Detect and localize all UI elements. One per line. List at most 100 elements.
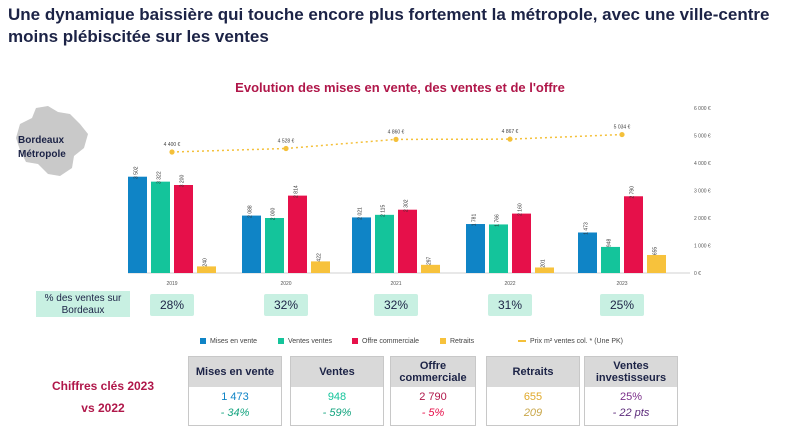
price-point-2021	[393, 136, 399, 142]
bordeaux-map-icon	[16, 106, 88, 176]
bar-label-mises-2023: 1 473	[584, 222, 590, 235]
bar-label-mises-2021: 2 021	[358, 207, 364, 220]
kf-change-retraits: 209	[523, 407, 543, 419]
y-tick-label: 5 000 €	[694, 134, 711, 140]
bar-retraits-2022	[535, 267, 554, 273]
price-point-2020	[283, 145, 289, 152]
price-label-2020: 4 528 €	[278, 138, 295, 144]
legend-item-ventes: Ventes ventes	[278, 338, 332, 345]
kf-value-investisseurs: 25%	[619, 391, 643, 403]
bar-label-offre-2023: 2 790	[630, 186, 636, 199]
kf-card-ventes: Ventes 948 - 59%	[290, 356, 384, 426]
x-tick-label: 2021	[390, 281, 401, 287]
kf-change-offre: - 5%	[421, 407, 445, 419]
bar-label-mises-2022: 1 781	[472, 214, 478, 227]
x-tick-label: 2019	[166, 281, 177, 287]
bar-label-offre-2020: 2 814	[294, 185, 300, 198]
bar-retraits-2023	[647, 254, 666, 273]
chart-canvas: 0 € 1 000 € 2 000 € 3 000 € 4 000 € 5 000 € 6 …	[128, 106, 711, 287]
legend-item-mises: Mises en vente	[200, 338, 257, 345]
map-label: Bordeaux Métropole	[18, 134, 66, 162]
price-point-2023	[619, 131, 625, 138]
legend-item-offre: Offre commerciale	[352, 338, 419, 345]
bar-label-retraits-2023: 655	[653, 247, 659, 256]
legend-label-ventes: Ventes ventes	[288, 338, 332, 345]
bar-offre-2019	[174, 185, 193, 273]
x-tick-label: 2022	[504, 281, 515, 287]
bar-label-offre-2019: 3 200	[180, 175, 186, 188]
bar-mises-2019	[128, 176, 147, 273]
bar-label-mises-2020: 2 088	[248, 205, 254, 218]
price-label-2021: 4 860 €	[388, 129, 405, 135]
kf-card-mises: Mises en vente 1 473 - 34%	[188, 356, 282, 426]
y-tick-label: 6 000 €	[694, 106, 711, 112]
kf-head-investisseurs: Ventes investisseurs	[585, 357, 677, 387]
kf-value-mises: 1 473	[221, 391, 249, 403]
legend-label-retraits: Retraits	[450, 338, 475, 345]
y-tick-label: 4 000 €	[694, 161, 711, 167]
page-title: Une dynamique baissière qui touche encor…	[8, 5, 770, 46]
kf-head-mises: Mises en vente	[189, 357, 281, 387]
bar-label-offre-2022: 2 160	[518, 203, 524, 216]
pct-box-2019: 28%	[150, 294, 194, 316]
y-tick-label: 1 000 €	[694, 244, 711, 250]
bar-label-retraits-2022: 201	[541, 259, 547, 268]
pct-row-label: % des ventes sur Bordeaux	[36, 291, 130, 317]
kf-value-offre: 2 790	[419, 391, 447, 403]
bar-label-ventes-2020: 2 000	[271, 208, 277, 221]
price-line-segment	[285, 138, 397, 150]
legend-item-retraits: Retraits	[440, 338, 474, 345]
x-tick-label: 2023	[616, 281, 627, 287]
price-line-segment	[509, 133, 623, 140]
map-label-line1: Bordeaux	[18, 135, 65, 146]
legend-swatch-prix	[518, 340, 526, 343]
legend-swatch-offre	[352, 338, 358, 345]
bar-retraits-2019	[197, 266, 216, 273]
y-tick-label: 3 000 €	[694, 189, 711, 195]
bar-retraits-2020	[311, 261, 330, 273]
bar-label-ventes-2019: 3 322	[157, 171, 163, 184]
bar-mises-2021	[352, 217, 371, 273]
bar-ventes-2019	[151, 181, 170, 273]
bar-offre-2021	[398, 209, 417, 273]
map-label-line2: Métropole	[18, 149, 66, 160]
x-tick-label: 2020	[280, 281, 291, 287]
y-tick-label: 0 €	[694, 271, 701, 277]
pct-box-2021: 32%	[374, 294, 418, 316]
bar-label-retraits-2021: 297	[427, 256, 433, 265]
key-figures-title-line1: Chiffres clés 2023	[51, 379, 155, 393]
price-label-2023: 5 034 €	[614, 125, 631, 131]
price-point-2022	[507, 136, 513, 142]
price-line-segment	[171, 147, 287, 153]
kf-head-retraits: Retraits	[487, 357, 579, 387]
kf-card-retraits: Retraits 655 209	[486, 356, 580, 426]
bar-label-ventes-2022: 1 766	[495, 214, 501, 227]
y-tick-label: 2 000 €	[694, 216, 711, 222]
bar-ventes-2021	[375, 214, 394, 273]
key-figures-title: Chiffres clés 2023 vs 2022	[28, 375, 178, 419]
legend-swatch-ventes	[278, 338, 284, 345]
kf-value-retraits: 655	[523, 391, 543, 403]
bar-mises-2022	[466, 224, 485, 273]
kf-change-investisseurs: - 22 pts	[612, 407, 650, 419]
kf-card-offre: Offre commerciale 2 790 - 5%	[390, 356, 476, 426]
bar-label-retraits-2019: 240	[203, 258, 209, 267]
legend-label-prix: Prix m² ventes col. *	[530, 338, 593, 345]
bar-ventes-2020	[265, 218, 284, 273]
legend-label-offre: Offre commerciale	[362, 338, 420, 345]
bar-ventes-2022	[489, 224, 508, 273]
legend-label-prix-note: (Une PK)	[594, 338, 623, 345]
pct-box-2020: 32%	[264, 294, 308, 316]
kf-value-ventes: 948	[327, 391, 347, 403]
bar-label-retraits-2020: 422	[317, 253, 323, 262]
bar-mises-2023	[578, 232, 597, 273]
price-point-2019	[169, 149, 175, 155]
kf-change-ventes: - 59%	[322, 407, 352, 419]
bar-mises-2020	[242, 215, 261, 273]
legend-swatch-mises	[200, 338, 206, 345]
bar-label-ventes-2023: 948	[607, 239, 613, 248]
key-figures-title-line2: vs 2022	[81, 401, 125, 415]
bar-ventes-2023	[601, 246, 620, 273]
price-label-2019: 4 400 €	[164, 142, 181, 148]
chart-title: Evolution des mises en vente, des ventes…	[235, 80, 565, 95]
